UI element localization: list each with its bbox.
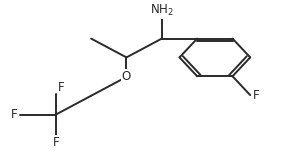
Text: NH$_2$: NH$_2$	[150, 3, 174, 18]
Text: F: F	[253, 89, 260, 102]
Text: F: F	[58, 81, 65, 95]
Text: O: O	[122, 70, 131, 83]
Text: F: F	[11, 108, 18, 121]
Text: F: F	[52, 136, 59, 149]
